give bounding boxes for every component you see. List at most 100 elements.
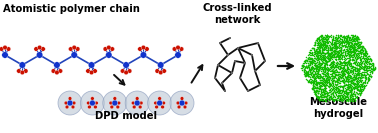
Point [324, 66, 330, 68]
Point [349, 40, 355, 42]
Point [310, 47, 316, 49]
Point [349, 63, 355, 65]
Point [325, 76, 331, 78]
Point [344, 92, 350, 94]
Point [344, 75, 350, 77]
Point [310, 61, 316, 64]
Point [345, 91, 351, 93]
Point [343, 55, 349, 58]
Point [309, 87, 315, 89]
Point [309, 57, 315, 59]
Point [363, 51, 369, 53]
Point [344, 86, 350, 88]
Point [340, 51, 346, 53]
Point [314, 95, 320, 97]
Point [336, 91, 342, 93]
Point [318, 59, 324, 61]
Point [354, 81, 360, 83]
Point [336, 65, 342, 67]
Point [318, 82, 324, 84]
Point [315, 51, 321, 53]
Point [337, 90, 343, 92]
Point [369, 64, 375, 66]
Point [370, 68, 376, 70]
Point [322, 45, 328, 47]
Point [316, 95, 322, 97]
Point [351, 48, 357, 50]
Point [338, 53, 344, 56]
Point [332, 70, 338, 72]
Point [333, 84, 339, 86]
Point [322, 69, 328, 71]
Point [324, 95, 330, 97]
Point [347, 80, 353, 82]
Point [310, 80, 316, 82]
Point [335, 78, 341, 80]
Point [352, 83, 358, 85]
Point [324, 43, 330, 46]
Point [320, 44, 326, 47]
Point [338, 46, 344, 48]
Point [312, 83, 318, 85]
Point [361, 54, 367, 56]
Point [309, 53, 315, 55]
Point [326, 97, 332, 99]
Point [302, 59, 308, 61]
Point [351, 78, 357, 80]
Point [319, 88, 325, 90]
Circle shape [0, 47, 4, 51]
Point [319, 88, 325, 90]
Point [348, 77, 354, 79]
Point [315, 63, 321, 65]
Point [324, 97, 330, 99]
Point [314, 58, 321, 61]
Point [352, 69, 358, 71]
Point [313, 66, 319, 68]
Point [314, 55, 320, 57]
Point [352, 62, 358, 64]
Point [303, 65, 309, 68]
Point [322, 98, 328, 100]
Point [345, 61, 352, 64]
Point [357, 77, 363, 79]
Point [313, 95, 319, 97]
Point [343, 80, 349, 82]
Point [350, 46, 356, 48]
Point [347, 54, 353, 56]
Point [335, 54, 341, 56]
Point [361, 73, 367, 75]
Point [313, 70, 319, 72]
Point [340, 54, 346, 57]
Point [302, 67, 308, 69]
Point [328, 51, 334, 53]
Point [366, 61, 372, 64]
Point [301, 68, 307, 70]
Point [339, 62, 345, 64]
Point [314, 38, 321, 40]
Point [328, 69, 335, 71]
Circle shape [90, 100, 95, 106]
Point [353, 75, 359, 77]
Point [311, 80, 318, 82]
Point [360, 45, 366, 47]
Point [358, 67, 364, 69]
Point [321, 56, 327, 58]
Point [323, 72, 329, 74]
Point [329, 39, 335, 41]
Point [318, 92, 324, 94]
Point [305, 62, 311, 64]
Point [354, 38, 360, 40]
Circle shape [23, 69, 28, 73]
Point [299, 67, 305, 69]
Point [328, 47, 334, 49]
Circle shape [141, 45, 146, 50]
Point [345, 86, 351, 89]
Point [324, 93, 330, 95]
Point [312, 65, 318, 67]
Point [369, 72, 375, 74]
Point [314, 77, 321, 79]
Point [343, 92, 349, 95]
Point [361, 63, 367, 65]
Point [366, 80, 372, 82]
Point [349, 100, 355, 102]
